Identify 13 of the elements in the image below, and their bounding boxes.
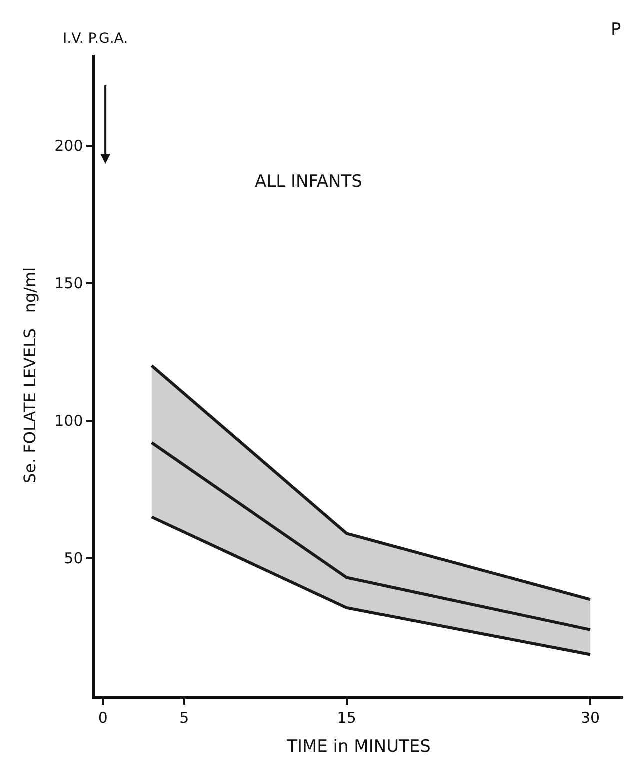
y-axis-title: Se. FOLATE LEVELS ng/ml: [20, 267, 40, 484]
y-tick-label: 50: [64, 550, 84, 568]
x-tick-label: 0: [98, 708, 108, 727]
text: ALL INFANTS: [255, 172, 362, 192]
text: P: [611, 20, 622, 40]
y-tick-label: 150: [54, 274, 84, 293]
x-axis-title: TIME in MINUTES: [286, 737, 431, 758]
y-tick-label: 100: [54, 412, 84, 430]
y-tick-label: 200: [54, 137, 84, 156]
x-tick-label: 15: [337, 708, 356, 727]
x-tick-label: 5: [180, 708, 190, 727]
x-tick-label: 30: [580, 708, 600, 727]
text: I.V. P.G.A.: [63, 31, 128, 47]
